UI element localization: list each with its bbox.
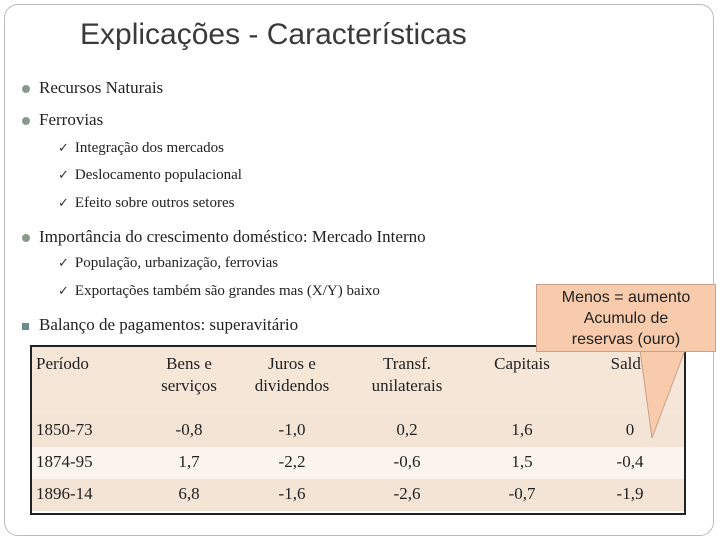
sub-bullet: ✓ Efeito sobre outros setores [58, 195, 234, 212]
callout-line: reservas (ouro) [571, 331, 681, 348]
table-cell: -1,9 [616, 484, 644, 503]
table-cell: 1,7 [178, 452, 200, 471]
table-cell: 1874-95 [36, 452, 93, 471]
table-cell: -1,0 [278, 420, 306, 439]
table-cell: 1850-73 [36, 420, 93, 439]
sub-bullet-text: Deslocamento populacional [74, 167, 242, 183]
table: Período Bens e serviços Juros e dividendos… [30, 345, 686, 515]
table-cell: 0 [625, 420, 635, 439]
table-cell: 1896-14 [36, 484, 93, 503]
sub-bullet: ✓ Integração dos mercados [58, 140, 224, 157]
bullet-icon [22, 322, 29, 330]
bullet: Balanço de pagamentos: superavitário [22, 315, 298, 335]
callout-line: Acumulo de [583, 310, 669, 327]
table-cell: -0,7 [508, 484, 536, 503]
title: Explicações - Características [80, 18, 467, 51]
table-cell: 1,5 [511, 452, 533, 471]
callout: Menos = aumento Acumulo de reservas (ouro) [536, 284, 716, 352]
bullet-text: Ferrovias [39, 110, 104, 129]
check-icon: ✓ [58, 168, 69, 183]
header-cell: Bens e serviços [161, 354, 217, 395]
table-cell: 0,2 [396, 420, 418, 439]
table-cell: -0,4 [616, 452, 644, 471]
header-cell: Transf. unilaterais [371, 354, 443, 395]
table-cell: 1,6 [511, 420, 533, 439]
bullet-icon [22, 234, 30, 243]
row-bg [32, 447, 684, 479]
callout-line: Menos = aumento [561, 289, 691, 306]
row-bg [32, 479, 684, 511]
check-icon: ✓ [58, 141, 69, 156]
sub-bullet-text: Integração dos mercados [74, 140, 225, 156]
check-icon: ✓ [58, 284, 69, 299]
bullet-icon [22, 117, 30, 126]
sub-bullet-text: Efeito sobre outros setores [74, 195, 235, 211]
header-cell: Período [36, 354, 89, 373]
table-cell: -2,6 [393, 484, 421, 503]
slide-frame [4, 4, 714, 536]
callout-pointer [639, 349, 686, 439]
table-cell: -0,8 [175, 420, 203, 439]
table-cell: -2,2 [278, 452, 306, 471]
table-cell: 6,8 [178, 484, 200, 503]
bullet-text: Importância do crescimento doméstico: Me… [39, 227, 426, 246]
sub-bullet-text: Exportações também são grandes mas (X/Y)… [74, 283, 380, 299]
sub-bullet: ✓ Deslocamento populacional [58, 167, 242, 184]
header-row [32, 347, 684, 415]
check-icon: ✓ [58, 196, 69, 211]
header-cell: Saldo [610, 354, 650, 373]
header-cell: Juros e dividendos [254, 354, 330, 395]
bullet: Ferrovias [22, 110, 103, 130]
sub-bullet: ✓ População, urbanização, ferrovias [58, 255, 278, 272]
row-bg [32, 415, 684, 447]
bullet-text: Balanço de pagamentos: superavitário [39, 315, 299, 334]
sub-bullet-text: População, urbanização, ferrovias [74, 255, 279, 271]
bullet-text: Recursos Naturais [39, 78, 164, 97]
table-cell: -1,6 [278, 484, 306, 503]
bullet-icon [22, 85, 30, 94]
bullet: Importância do crescimento doméstico: Me… [22, 227, 426, 247]
table-cell: -0,6 [393, 452, 421, 471]
bullet: Recursos Naturais [22, 78, 163, 98]
header-cell: Capitais [494, 354, 550, 373]
check-icon: ✓ [58, 256, 69, 271]
sub-bullet: ✓ Exportações também são grandes mas (X/Y… [58, 283, 380, 300]
